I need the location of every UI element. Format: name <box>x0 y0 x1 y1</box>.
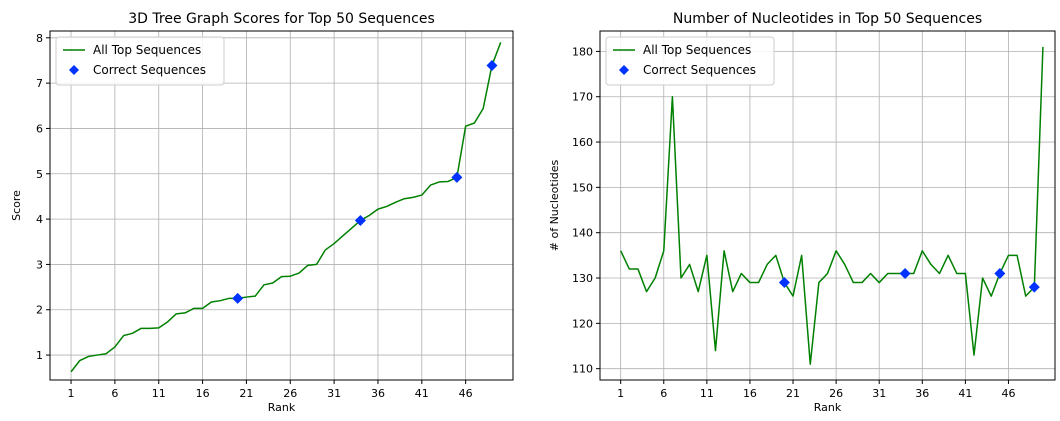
chart2-x-tick-label: 26 <box>829 387 843 400</box>
chart2-data-point <box>1028 281 1040 293</box>
chart2-title: Number of Nucleotides in Top 50 Sequence… <box>673 11 982 27</box>
chart1-x-tick-label: 41 <box>415 387 429 400</box>
chart2-y-tick-label: 140 <box>572 227 593 240</box>
chart1-y-tick-label: 1 <box>36 349 43 362</box>
chart2-y-tick-label: 170 <box>572 91 593 104</box>
chart2-y-tick-label: 180 <box>572 45 593 58</box>
chart1-y-tick-label: 8 <box>36 32 43 45</box>
chart2-series-line <box>620 46 1044 365</box>
chart1-x-tick-label: 36 <box>371 387 385 400</box>
chart2-plot-frame <box>599 30 1056 381</box>
chart1-title: 3D Tree Graph Scores for Top 50 Sequence… <box>128 11 435 27</box>
chart1-data-point <box>354 214 366 226</box>
chart2-x-tick-label: 36 <box>915 387 929 400</box>
chart1-legend <box>55 36 225 86</box>
chart1-series-line <box>70 42 502 373</box>
chart1-y-tick-label: 5 <box>36 168 43 181</box>
chart2-y-tick-label: 120 <box>572 317 593 330</box>
chart1-x-tick-label: 16 <box>196 387 210 400</box>
chart1-x-tick-label: 26 <box>283 387 297 400</box>
chart1-data-point <box>451 171 463 183</box>
chart2-group: 1 6 11 16 21 26 31 36 41 461101201301401501601701… <box>548 11 1056 414</box>
chart1-plot-frame <box>49 30 514 381</box>
chart1-data-point <box>486 59 498 71</box>
chart2-x-tick-label: 16 <box>743 387 757 400</box>
chart2-y-axis-label: # of Nucleotides <box>548 160 561 252</box>
chart2-data-point <box>899 267 911 279</box>
chart2-x-tick-label: 1 <box>617 387 624 400</box>
chart1-data-point <box>232 292 244 304</box>
chart2-x-tick-label: 41 <box>958 387 972 400</box>
chart1-x-tick-label: 1 <box>68 387 75 400</box>
chart2-legend-label: Correct Sequences <box>643 63 756 77</box>
chart1-y-axis-label: Score <box>10 190 23 221</box>
chart2-data-point <box>994 267 1006 279</box>
chart1-x-axis-label: Rank <box>268 401 296 414</box>
chart1-y-tick-label: 6 <box>36 122 43 135</box>
chart2-legend-marker-swatch <box>619 65 629 75</box>
chart1-y-tick-label: 2 <box>36 304 43 317</box>
chart2-x-tick-label: 6 <box>660 387 667 400</box>
chart2-data-point <box>778 277 790 289</box>
chart2-y-tick-label: 150 <box>572 181 593 194</box>
chart2-x-tick-label: 11 <box>700 387 714 400</box>
chart1-x-tick-label: 46 <box>459 387 473 400</box>
chart2-x-axis-label: Rank <box>814 401 842 414</box>
chart2-y-tick-label: 160 <box>572 136 593 149</box>
chart1-x-tick-label: 11 <box>152 387 166 400</box>
chart1-y-tick-label: 4 <box>36 213 43 226</box>
chart1-legend-label: Correct Sequences <box>93 63 206 77</box>
chart2-x-tick-label: 46 <box>1001 387 1015 400</box>
chart2-y-tick-label: 110 <box>572 363 593 376</box>
chart1-legend-label: All Top Sequences <box>93 43 201 57</box>
chart2-legend <box>605 36 775 86</box>
chart2-x-tick-label: 21 <box>786 387 800 400</box>
chart2-x-tick-label: 31 <box>872 387 886 400</box>
chart1-x-tick-label: 31 <box>327 387 341 400</box>
chart2-legend-label: All Top Sequences <box>643 43 751 57</box>
chart1-y-tick-label: 3 <box>36 258 43 271</box>
chart1-x-tick-label: 21 <box>239 387 253 400</box>
chart1-legend-marker-swatch <box>69 65 79 75</box>
chart2-y-tick-label: 130 <box>572 272 593 285</box>
chart1-y-tick-label: 7 <box>36 77 43 90</box>
chart1-x-tick-label: 6 <box>111 387 118 400</box>
